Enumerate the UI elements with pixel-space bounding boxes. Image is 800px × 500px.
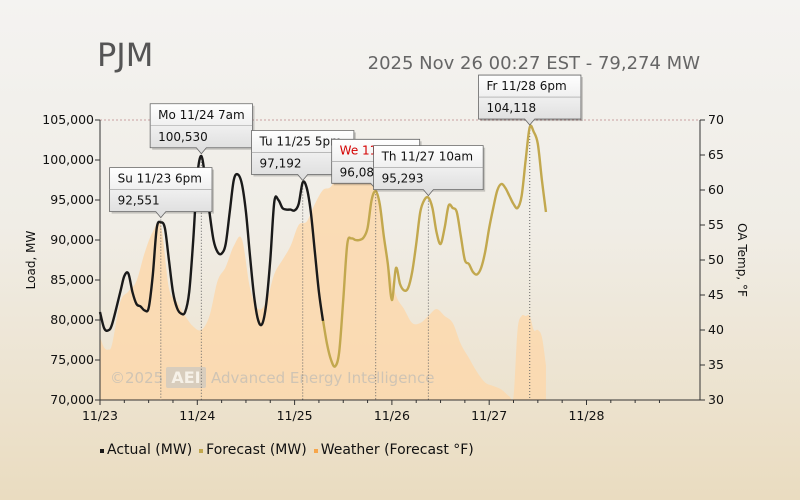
legend-item-forecast[interactable]: Forecast (MW) — [199, 442, 307, 458]
y-tick-label: 85,000 — [50, 272, 94, 287]
page-subtitle: 2025 Nov 26 00:27 EST - 79,274 MW — [367, 53, 700, 74]
tooltip-value: 97,192 — [260, 156, 302, 170]
y-axis-title: Load, MW — [24, 231, 38, 290]
y2-tick-label: 55 — [708, 217, 724, 232]
y-tick-label: 70,000 — [50, 392, 94, 407]
tooltip-value: 95,293 — [382, 172, 424, 186]
legend-item-weather[interactable]: Weather (Forecast °F) — [313, 442, 474, 458]
y-tick-label: 95,000 — [50, 192, 94, 207]
x-tick-label: 11/25 — [277, 408, 313, 423]
x-tick-label: 11/23 — [82, 408, 118, 423]
watermark-logo: AEI — [171, 368, 200, 387]
tooltip-6: Fr 11/28 6pm 104,118 — [478, 74, 583, 126]
tooltip-time: Su 11/23 6pm — [118, 172, 202, 186]
x-tick-label: 11/24 — [179, 408, 215, 423]
tooltip-value: 100,530 — [158, 130, 208, 144]
legend-label-forecast: Forecast (MW) — [206, 442, 307, 458]
y2-tick-label: 50 — [708, 252, 724, 267]
tooltip-1: Su 11/23 6pm 92,551 — [109, 167, 215, 219]
x-tick-label: 11/28 — [568, 408, 604, 423]
legend-swatch-weather — [313, 449, 318, 453]
tooltip-time: Tu 11/25 5pm — [259, 134, 342, 148]
y-tick-label: 80,000 — [50, 312, 94, 327]
legend-swatch-forecast — [199, 449, 204, 453]
legend-swatch-actual — [100, 449, 104, 453]
y2-tick-label: 40 — [708, 322, 724, 337]
tooltip-time: Fr 11/28 6pm — [487, 79, 567, 93]
tooltip-box — [251, 130, 355, 182]
y2-tick-label: 35 — [708, 357, 724, 372]
tooltip-box — [478, 74, 582, 126]
tooltip-2: Mo 11/24 7am 100,530 — [149, 103, 255, 155]
y2-tick-label: 65 — [708, 147, 724, 162]
watermark-logo-box — [166, 367, 206, 388]
tooltip-time: Mo 11/24 7am — [158, 108, 245, 122]
tooltip-5: Th 11/27 10am 95,293 — [373, 145, 486, 197]
y2-tick-label: 45 — [708, 287, 724, 302]
y-tick-label: 90,000 — [50, 232, 94, 247]
legend-item-actual[interactable]: Actual (MW) — [100, 442, 192, 458]
y-tick-label: 75,000 — [50, 352, 94, 367]
y-tick-label: 105,000 — [42, 112, 94, 127]
weather-area — [100, 148, 546, 402]
tooltip-value: 104,118 — [487, 101, 537, 115]
tooltip-box — [149, 103, 253, 155]
tooltip-value: 92,551 — [118, 194, 160, 208]
forecast-line — [321, 124, 548, 368]
x-tick-label: 11/26 — [374, 408, 410, 423]
y2-axis-title: OA Temp, °F — [735, 223, 749, 297]
tooltip-box — [109, 167, 213, 219]
chart-legend: Actual (MW) Forecast (MW) Weather (Forec… — [100, 442, 477, 458]
tooltip-time: Th 11/27 10am — [381, 150, 473, 164]
x-tick-label: 11/27 — [471, 408, 507, 423]
watermark-copyright: ©2025 — [110, 369, 163, 387]
y-tick-label: 100,000 — [42, 152, 94, 167]
tooltip-value: 96,088 — [340, 165, 382, 179]
legend-label-weather: Weather (Forecast °F) — [320, 442, 474, 458]
watermark-company: Advanced Energy Intelligence — [211, 369, 434, 387]
legend-label-actual: Actual (MW) — [107, 442, 193, 458]
y2-tick-label: 30 — [708, 392, 724, 407]
y2-tick-label: 70 — [708, 112, 724, 127]
actual-line — [98, 154, 325, 332]
page-title: PJM — [97, 36, 154, 74]
tooltip-box — [373, 145, 484, 197]
y2-tick-label: 60 — [708, 182, 724, 197]
